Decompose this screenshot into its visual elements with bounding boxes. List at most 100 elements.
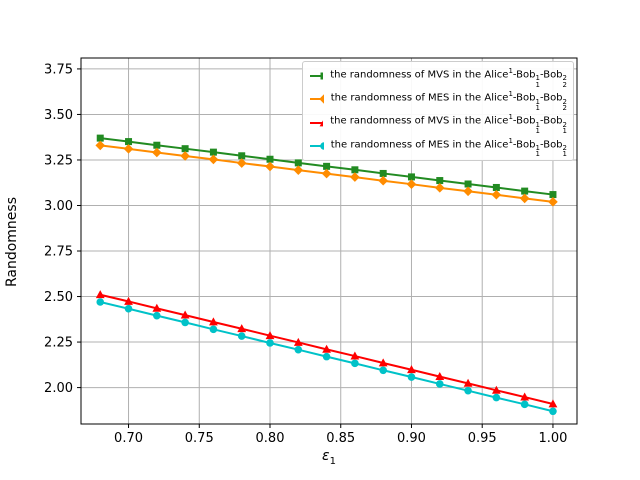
marker-diamond (463, 186, 473, 197)
marker-circle (379, 366, 387, 375)
marker-circle (320, 141, 324, 150)
x-axis-label: ε1 (322, 448, 336, 467)
marker-triangle-up (491, 385, 501, 394)
marker-diamond (350, 172, 360, 182)
legend-handle (310, 72, 324, 80)
y-tick-label: 3.25 (44, 153, 73, 168)
series-circle (96, 298, 557, 416)
marker-circle (464, 386, 472, 395)
marker-triangle-up (95, 290, 105, 299)
marker-diamond (519, 193, 530, 204)
marker-circle (209, 325, 218, 334)
marker-circle (435, 380, 444, 388)
legend-entry: the randomness of MES in the Alice1-Bob 1… (309, 88, 567, 113)
marker-square (153, 141, 161, 149)
marker-circle (96, 298, 105, 306)
marker-triangle-up (152, 303, 162, 312)
marker-circle (492, 393, 501, 402)
marker-diamond (152, 147, 162, 158)
marker-square (323, 162, 331, 170)
marker-triangle-up (180, 310, 190, 319)
marker-triangle-up (520, 392, 530, 401)
x-tick-label: 1.00 (538, 431, 567, 446)
y-tick-label: 3.75 (44, 62, 73, 77)
marker-diamond (180, 151, 190, 161)
marker-triangle-up (293, 337, 303, 346)
legend-label: the randomness of MES in the Alice1-Bob 1… (330, 90, 567, 113)
marker-triangle-up (322, 344, 331, 353)
legend-handle (310, 141, 324, 150)
legend-entry: the randomness of MES in the Alice1-Bob 1… (309, 135, 567, 159)
y-tick-label: 3.00 (44, 199, 73, 214)
marker-diamond (293, 165, 304, 175)
legend: the randomness of MVS in the Alice1-Bob 1… (302, 61, 574, 161)
legend-marker (320, 141, 324, 150)
y-tick-label: 3.50 (44, 108, 73, 123)
x-tick-label: 0.70 (114, 431, 143, 446)
y-tick-label: 2.75 (44, 245, 73, 260)
marker-circle (181, 318, 189, 327)
marker-circle (266, 339, 274, 347)
legend-marker (319, 94, 324, 104)
series-diamond (95, 140, 558, 207)
legend-label: the randomness of MVS in the Alice1-Bob 1… (330, 113, 567, 136)
legend-handle (310, 119, 324, 126)
x-tick-label: 0.95 (468, 431, 497, 446)
marker-diamond (406, 179, 417, 189)
marker-circle (153, 311, 161, 320)
marker-triangle-up (209, 317, 218, 326)
marker-square (464, 180, 472, 188)
marker-diamond (95, 140, 106, 151)
marker-circle (520, 400, 529, 409)
marker-diamond (208, 154, 219, 165)
series-square (96, 134, 557, 199)
x-tick-label: 0.85 (326, 431, 355, 446)
marker-diamond (378, 175, 388, 186)
axes-spines (80, 57, 578, 425)
marker-circle (322, 352, 331, 361)
marker-square (125, 138, 133, 146)
y-tick-label: 2.50 (44, 290, 73, 305)
marker-square (209, 148, 217, 156)
marker-diamond (319, 94, 324, 104)
marker-square (436, 177, 444, 185)
marker-square (521, 187, 529, 195)
marker-circle (124, 304, 133, 313)
marker-diamond (434, 183, 445, 193)
marker-diamond (236, 158, 247, 168)
marker-circle (237, 332, 246, 340)
legend-entry: the randomness of MVS in the Alice1-Bob 1… (309, 65, 567, 89)
marker-square (294, 159, 302, 167)
legend-marker (320, 72, 324, 80)
marker-circle (294, 345, 303, 354)
marker-circle (407, 373, 416, 381)
legend-entry: the randomness of MVS in the Alice1-Bob 1… (309, 112, 567, 134)
marker-square (549, 191, 557, 199)
marker-triangle-up (435, 372, 445, 381)
marker-diamond (123, 144, 134, 154)
marker-square (266, 155, 274, 163)
marker-triangle-up (378, 358, 388, 367)
marker-square (238, 152, 246, 160)
marker-triangle-up (548, 399, 558, 408)
marker-triangle-up (265, 331, 275, 340)
marker-triangle-up (350, 351, 360, 360)
x-tick-label: 0.80 (256, 431, 285, 446)
marker-square (181, 145, 189, 153)
y-axis-label: Randomness (4, 196, 20, 288)
marker-circle (549, 407, 557, 416)
marker-square (407, 173, 415, 181)
marker-square (320, 72, 324, 80)
series-triangle-up (95, 290, 558, 408)
marker-square (379, 169, 387, 177)
marker-triangle-up (463, 378, 473, 387)
legend-label: the randomness of MVS in the Alice1-Bob 1… (330, 67, 567, 89)
